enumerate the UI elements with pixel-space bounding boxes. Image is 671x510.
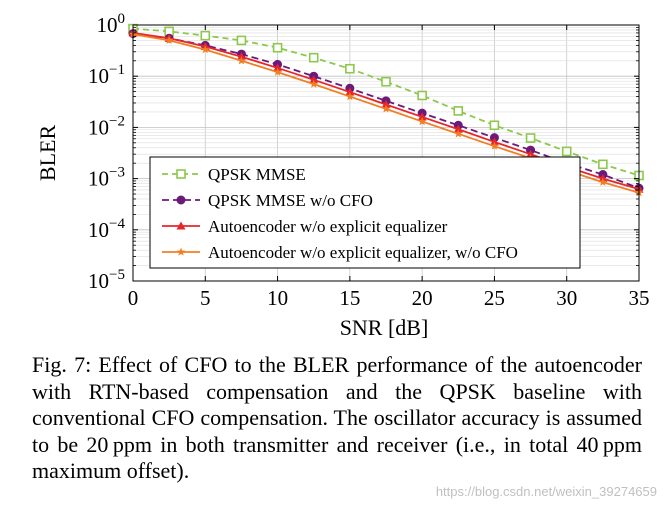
legend-marker [176, 247, 186, 256]
legend-entry: Autoencoder w/o explicit equalizer [162, 217, 448, 236]
data-point [309, 79, 318, 88]
data-point [164, 35, 174, 45]
data-point [561, 146, 572, 157]
data-point [309, 75, 319, 84]
data-point [453, 106, 464, 116]
data-point [489, 137, 499, 146]
series-line [132, 27, 640, 177]
chart-figure: 0 5 10 15 20 25 30 35 100 10−1 10−2 10−3 10−4 10−5 QP… [35, 11, 650, 340]
data-point [526, 149, 536, 158]
y-tick-label: 10−5 [88, 267, 125, 293]
x-tick-label: 20 [412, 286, 433, 310]
x-tick-label: 30 [556, 286, 577, 310]
data-point [273, 63, 283, 72]
x-tick-label: 0 [128, 286, 139, 310]
y-tick-label: 10−3 [88, 165, 125, 191]
data-point [417, 117, 427, 126]
x-tick-label: 5 [200, 286, 211, 310]
y-tick-label: 10−2 [88, 113, 125, 139]
data-point [237, 56, 246, 65]
y-tick-label: 100 [97, 11, 126, 37]
axes: 0 5 10 15 20 25 30 35 100 10−1 10−2 10−3 10−4 10−5 [88, 11, 649, 310]
plot-frame [132, 24, 640, 282]
data-point [381, 76, 391, 87]
data-point [598, 159, 608, 170]
legend-label: QPSK MMSE [208, 165, 306, 184]
data-point [381, 100, 391, 109]
legend: QPSK MMSE QPSK MMSE w/o CFO Autoencoder w/… [149, 156, 581, 269]
legend-label: Autoencoder w/o explicit equalizer [208, 217, 448, 236]
data-point [345, 63, 355, 74]
legend-entry: Autoencoder w/o explicit equalizer, w/o … [162, 243, 518, 262]
legend-box [149, 156, 581, 269]
data-point [273, 67, 282, 76]
legend-label: QPSK MMSE w/o CFO [208, 191, 373, 210]
x-tick-label: 10 [267, 286, 288, 310]
y-tick-label: 10−1 [88, 62, 125, 88]
x-tick-label: 25 [484, 286, 505, 310]
legend-entry: QPSK MMSE w/o CFO [162, 191, 373, 210]
figure-caption: Fig. 7: Effect of CFO to the BLER perfor… [32, 352, 642, 483]
x-tick-label: 15 [339, 286, 360, 310]
bler-chart: 0 5 10 15 20 25 30 35 100 10−1 10−2 10−3 10−4 10−5 QP… [35, 11, 650, 340]
legend-marker [176, 169, 186, 179]
data-point [236, 52, 246, 61]
y-axis-label: BLER [35, 125, 60, 182]
data-point [308, 52, 319, 63]
x-axis-label: SNR [dB] [340, 315, 429, 340]
data-point [598, 177, 608, 186]
data-point [345, 87, 355, 96]
y-tick-label: 10−4 [88, 216, 125, 242]
data-point [345, 92, 355, 101]
watermark: https://blog.csdn.net/weixin_39274659 [435, 484, 657, 499]
legend-marker [176, 195, 186, 205]
data-point [453, 124, 463, 133]
data-point [272, 42, 283, 53]
legend-label: Autoencoder w/o explicit equalizer, w/o … [208, 243, 518, 262]
data-point [381, 104, 391, 113]
x-tick-label: 35 [629, 286, 650, 310]
data-point [489, 120, 500, 131]
data-point [454, 129, 463, 138]
data-point [417, 90, 427, 101]
data-point [417, 112, 427, 121]
legend-marker [176, 221, 186, 230]
data-point [200, 30, 211, 41]
data-point [490, 141, 499, 150]
legend-entry: QPSK MMSE [162, 165, 306, 184]
data-point [236, 35, 247, 46]
data-point [201, 45, 210, 54]
data-point [525, 133, 536, 143]
